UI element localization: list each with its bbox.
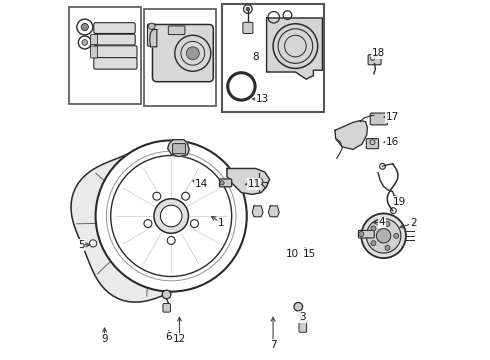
FancyBboxPatch shape	[368, 55, 381, 65]
Circle shape	[162, 290, 171, 299]
Circle shape	[160, 205, 182, 227]
Text: 1: 1	[218, 218, 225, 228]
FancyBboxPatch shape	[370, 113, 388, 125]
FancyBboxPatch shape	[220, 179, 232, 187]
FancyBboxPatch shape	[91, 35, 98, 45]
FancyBboxPatch shape	[94, 46, 137, 58]
Circle shape	[359, 231, 364, 237]
FancyBboxPatch shape	[169, 26, 185, 35]
Circle shape	[108, 172, 115, 179]
Text: 2: 2	[410, 218, 417, 228]
Circle shape	[81, 23, 88, 31]
Circle shape	[220, 181, 224, 185]
FancyBboxPatch shape	[367, 139, 379, 149]
FancyBboxPatch shape	[152, 24, 213, 82]
Polygon shape	[269, 206, 279, 217]
Bar	[69, 7, 141, 104]
FancyBboxPatch shape	[358, 230, 374, 238]
FancyBboxPatch shape	[94, 34, 135, 45]
Circle shape	[376, 229, 391, 243]
Circle shape	[393, 233, 399, 238]
Polygon shape	[267, 18, 322, 79]
Circle shape	[385, 221, 390, 226]
Polygon shape	[71, 143, 222, 302]
Text: 3: 3	[299, 312, 306, 322]
Text: 7: 7	[270, 340, 276, 350]
Text: 9: 9	[101, 334, 108, 344]
FancyBboxPatch shape	[172, 144, 186, 154]
Polygon shape	[149, 30, 157, 47]
FancyBboxPatch shape	[94, 58, 137, 69]
Text: 19: 19	[393, 197, 406, 207]
Text: 6: 6	[165, 332, 172, 342]
Text: 12: 12	[173, 334, 186, 344]
FancyBboxPatch shape	[147, 24, 156, 46]
Circle shape	[167, 237, 175, 244]
Circle shape	[148, 23, 155, 30]
Circle shape	[294, 302, 303, 311]
Polygon shape	[252, 206, 263, 217]
Text: 18: 18	[371, 48, 385, 58]
Text: 16: 16	[386, 137, 399, 147]
Circle shape	[191, 220, 198, 228]
Text: 11: 11	[247, 179, 261, 189]
Text: 4: 4	[378, 217, 385, 228]
Circle shape	[385, 245, 390, 250]
Text: 5: 5	[78, 240, 84, 250]
Circle shape	[96, 140, 247, 292]
FancyBboxPatch shape	[299, 320, 307, 332]
Text: 13: 13	[256, 94, 269, 104]
Polygon shape	[168, 140, 189, 157]
Circle shape	[153, 192, 161, 200]
Bar	[144, 9, 216, 106]
FancyBboxPatch shape	[91, 46, 98, 58]
Circle shape	[361, 213, 406, 258]
Circle shape	[82, 40, 88, 45]
Text: 14: 14	[195, 179, 208, 189]
Text: 8: 8	[252, 52, 259, 62]
Circle shape	[186, 47, 199, 60]
Text: 17: 17	[386, 112, 399, 122]
FancyBboxPatch shape	[163, 303, 171, 312]
Circle shape	[370, 56, 374, 60]
Polygon shape	[335, 121, 368, 149]
Bar	[221, 4, 324, 112]
FancyBboxPatch shape	[243, 22, 253, 33]
Circle shape	[144, 220, 152, 228]
Text: 15: 15	[302, 249, 316, 259]
Circle shape	[371, 241, 376, 246]
Circle shape	[367, 219, 401, 253]
Circle shape	[256, 178, 263, 185]
Text: 10: 10	[286, 249, 299, 259]
Circle shape	[178, 166, 185, 173]
Circle shape	[246, 7, 250, 11]
Polygon shape	[227, 168, 270, 194]
Circle shape	[182, 192, 190, 200]
Circle shape	[371, 226, 376, 231]
Circle shape	[154, 199, 189, 233]
Circle shape	[90, 240, 97, 247]
FancyBboxPatch shape	[94, 23, 135, 33]
